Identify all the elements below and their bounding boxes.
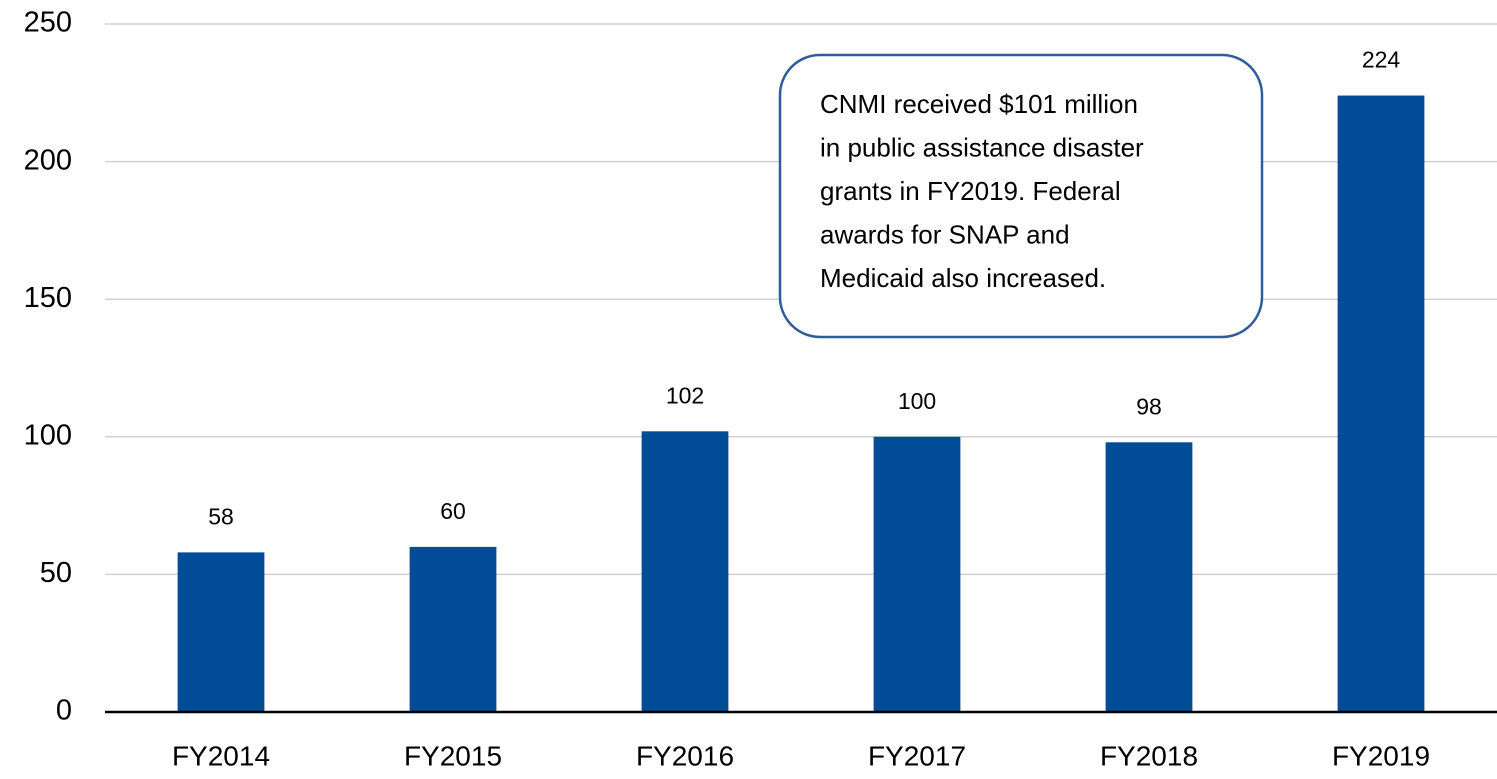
annotation-line: Medicaid also increased.	[820, 263, 1106, 293]
y-tick-label: 150	[24, 282, 72, 314]
annotation-line: in public assistance disaster	[820, 132, 1144, 162]
data-label: 60	[440, 498, 466, 524]
y-tick-label: 50	[40, 557, 72, 589]
y-tick-label: 0	[56, 695, 72, 727]
annotation-line: grants in FY2019. Federal	[820, 176, 1121, 206]
annotation-line: awards for SNAP and	[820, 219, 1070, 249]
x-tick-label: FY2015	[404, 740, 502, 771]
data-label: 102	[666, 382, 704, 408]
bar	[873, 436, 961, 712]
x-tick-label: FY2017	[868, 740, 966, 771]
bar	[1105, 442, 1193, 712]
data-label: 58	[208, 503, 234, 529]
x-tick-label: FY2019	[1332, 740, 1430, 771]
x-tick-label: FY2014	[172, 740, 270, 771]
y-tick-label: 250	[24, 7, 72, 39]
annotation-box	[778, 53, 1264, 339]
bar	[177, 552, 265, 712]
data-label: 98	[1136, 393, 1162, 419]
bar	[1337, 95, 1425, 712]
y-tick-label: 200	[24, 144, 72, 176]
x-tick-label: FY2018	[1100, 740, 1198, 771]
bar	[409, 546, 497, 712]
x-tick-label: FY2016	[636, 740, 734, 771]
data-label: 224	[1362, 47, 1401, 73]
data-label: 100	[898, 388, 936, 414]
bar	[641, 431, 729, 712]
y-tick-label: 100	[24, 419, 72, 451]
annotation-line: CNMI received $101 million	[820, 89, 1138, 119]
